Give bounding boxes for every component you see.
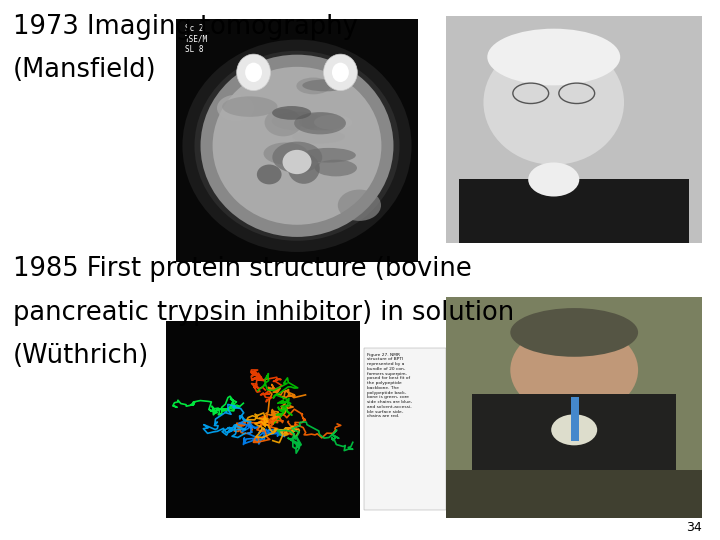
Ellipse shape [338,190,381,221]
Ellipse shape [332,63,349,82]
Ellipse shape [323,54,357,91]
Bar [176,19,418,262]
Text: 1985 First protein structure (bovine: 1985 First protein structure (bovine [13,256,472,282]
Ellipse shape [510,308,638,357]
Text: 1973 Imaging tomography: 1973 Imaging tomography [13,14,358,39]
Ellipse shape [217,95,254,121]
Bar [446,297,702,518]
Bar [446,470,702,518]
Text: Sc 2
TSE/M
SL 8: Sc 2 TSE/M SL 8 [185,24,208,54]
Ellipse shape [510,323,638,416]
Bar [364,348,446,510]
Ellipse shape [207,62,387,230]
Ellipse shape [182,39,412,252]
Ellipse shape [219,73,375,219]
Ellipse shape [315,160,357,177]
Ellipse shape [288,153,320,184]
Ellipse shape [194,51,400,241]
Bar [166,321,360,518]
Ellipse shape [297,78,330,94]
Ellipse shape [483,40,624,165]
Ellipse shape [257,165,282,184]
Ellipse shape [230,84,364,207]
Text: Figure 27. NMR
structure of BPTI
represented by a
bundle of 20 con-
formers supe: Figure 27. NMR structure of BPTI represe… [367,353,413,418]
Ellipse shape [552,414,597,446]
Ellipse shape [487,29,620,85]
Ellipse shape [528,163,580,197]
Ellipse shape [264,109,302,136]
Ellipse shape [272,106,311,120]
Text: (Wüthrich): (Wüthrich) [13,343,149,369]
Ellipse shape [212,67,382,225]
Text: pancreatic trypsin inhibitor) in solution: pancreatic trypsin inhibitor) in solutio… [13,300,514,326]
Text: (Mansfield): (Mansfield) [13,57,156,83]
Bar [459,179,689,243]
Ellipse shape [222,96,277,117]
Ellipse shape [294,112,346,134]
Ellipse shape [302,79,348,91]
Ellipse shape [272,141,323,173]
Ellipse shape [245,63,262,82]
Ellipse shape [302,148,356,163]
Ellipse shape [237,54,271,91]
Text: 34: 34 [686,521,702,534]
Ellipse shape [264,143,308,165]
Ellipse shape [292,130,345,144]
Ellipse shape [271,111,323,131]
Bar [472,394,677,470]
Ellipse shape [299,113,346,131]
Ellipse shape [314,114,353,130]
Bar [446,16,702,243]
Ellipse shape [200,55,394,237]
Bar [571,396,579,441]
Ellipse shape [282,150,312,174]
